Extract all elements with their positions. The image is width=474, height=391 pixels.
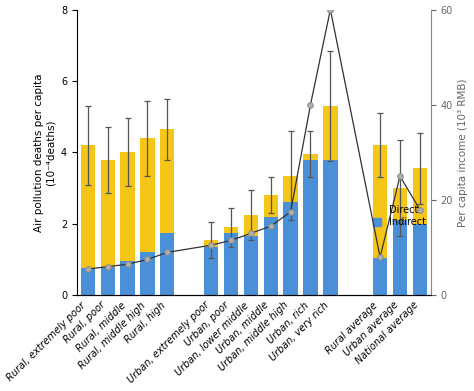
Bar [204,247,218,295]
Bar [283,176,298,203]
Bar [244,215,258,236]
Bar [81,145,95,268]
Point [227,237,235,244]
Bar [100,160,115,267]
Bar [373,258,387,295]
Bar [283,203,298,295]
Point [104,264,111,270]
Point [164,249,171,255]
Bar [323,106,337,160]
Bar [264,217,278,295]
Point [124,261,131,267]
Bar [100,267,115,295]
Point [207,242,215,248]
Bar [413,224,427,295]
Bar [303,160,318,295]
Bar [204,240,218,247]
Bar [160,129,174,233]
Point [144,256,151,263]
Point [247,230,255,237]
Point [307,102,314,108]
Bar [224,227,238,233]
Bar [120,152,135,261]
Bar [224,233,238,295]
Point [84,266,91,272]
Bar [303,154,318,160]
Point [416,206,424,213]
Point [327,6,334,13]
Bar [140,252,155,295]
Bar [373,145,387,258]
Point [376,254,384,260]
Bar [140,138,155,252]
Bar [120,261,135,295]
Bar [393,188,407,220]
Bar [393,220,407,295]
Bar [413,169,427,224]
Bar [81,268,95,295]
Bar [264,195,278,217]
Point [396,173,404,179]
Legend: Direct, Indirect: Direct, Indirect [374,204,426,228]
Y-axis label: Air pollution deaths per capita
(10⁻⁴deaths): Air pollution deaths per capita (10⁻⁴dea… [34,73,55,231]
Point [267,223,274,229]
Bar [244,236,258,295]
Point [287,209,294,215]
Bar [160,233,174,295]
Y-axis label: Per capita income (10³ RMB): Per capita income (10³ RMB) [458,78,468,227]
Bar [323,160,337,295]
